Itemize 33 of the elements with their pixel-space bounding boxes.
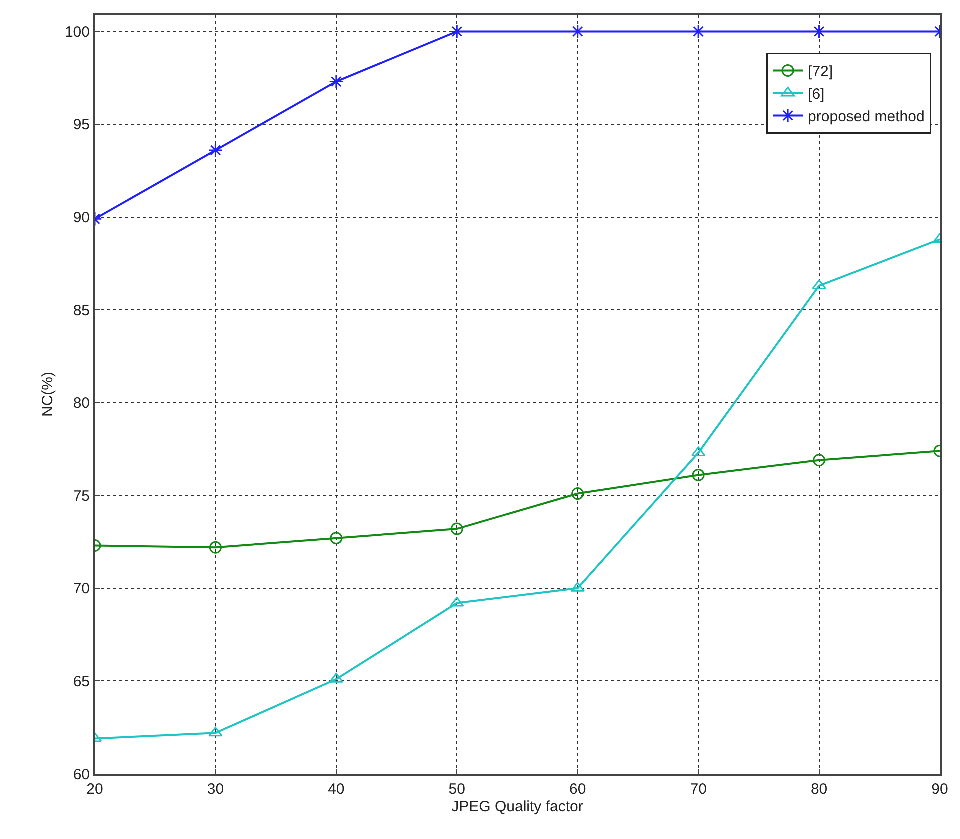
y-tick-label: 95 (73, 116, 90, 134)
y-tick-label: 70 (73, 580, 90, 598)
x-axis-title: JPEG Quality factor (452, 798, 584, 816)
point (691, 24, 706, 40)
y-tick-label: 85 (73, 302, 90, 320)
point (450, 522, 464, 536)
legend-label: [6] (808, 86, 825, 104)
x-tick-label: 40 (328, 781, 345, 798)
legend-label: [72] (808, 64, 834, 81)
point (208, 726, 223, 737)
y-axis-title: NC(%) (40, 372, 57, 417)
point (209, 541, 222, 554)
y-tick-label: 65 (73, 673, 90, 690)
x-tick-label: 20 (86, 781, 104, 798)
x-tick-label: 70 (690, 781, 707, 798)
point (329, 74, 344, 90)
x-tick-label: 30 (207, 781, 224, 798)
x-tick-label: 90 (932, 781, 948, 798)
x-tick-label: 60 (570, 781, 586, 798)
point (692, 468, 705, 482)
point (208, 143, 224, 158)
legend-label: proposed method (808, 108, 925, 126)
x-tick-label: 80 (810, 781, 828, 798)
y-tick-label: 100 (64, 24, 90, 41)
y-tick-label: 80 (73, 395, 90, 412)
point (813, 454, 826, 467)
point (450, 24, 464, 40)
point (330, 532, 343, 545)
y-tick-label: 75 (73, 488, 90, 505)
y-tick-label: 60 (73, 766, 90, 784)
y-tick-label: 90 (73, 210, 90, 227)
x-tick-label: 50 (448, 781, 466, 798)
point (572, 488, 584, 500)
